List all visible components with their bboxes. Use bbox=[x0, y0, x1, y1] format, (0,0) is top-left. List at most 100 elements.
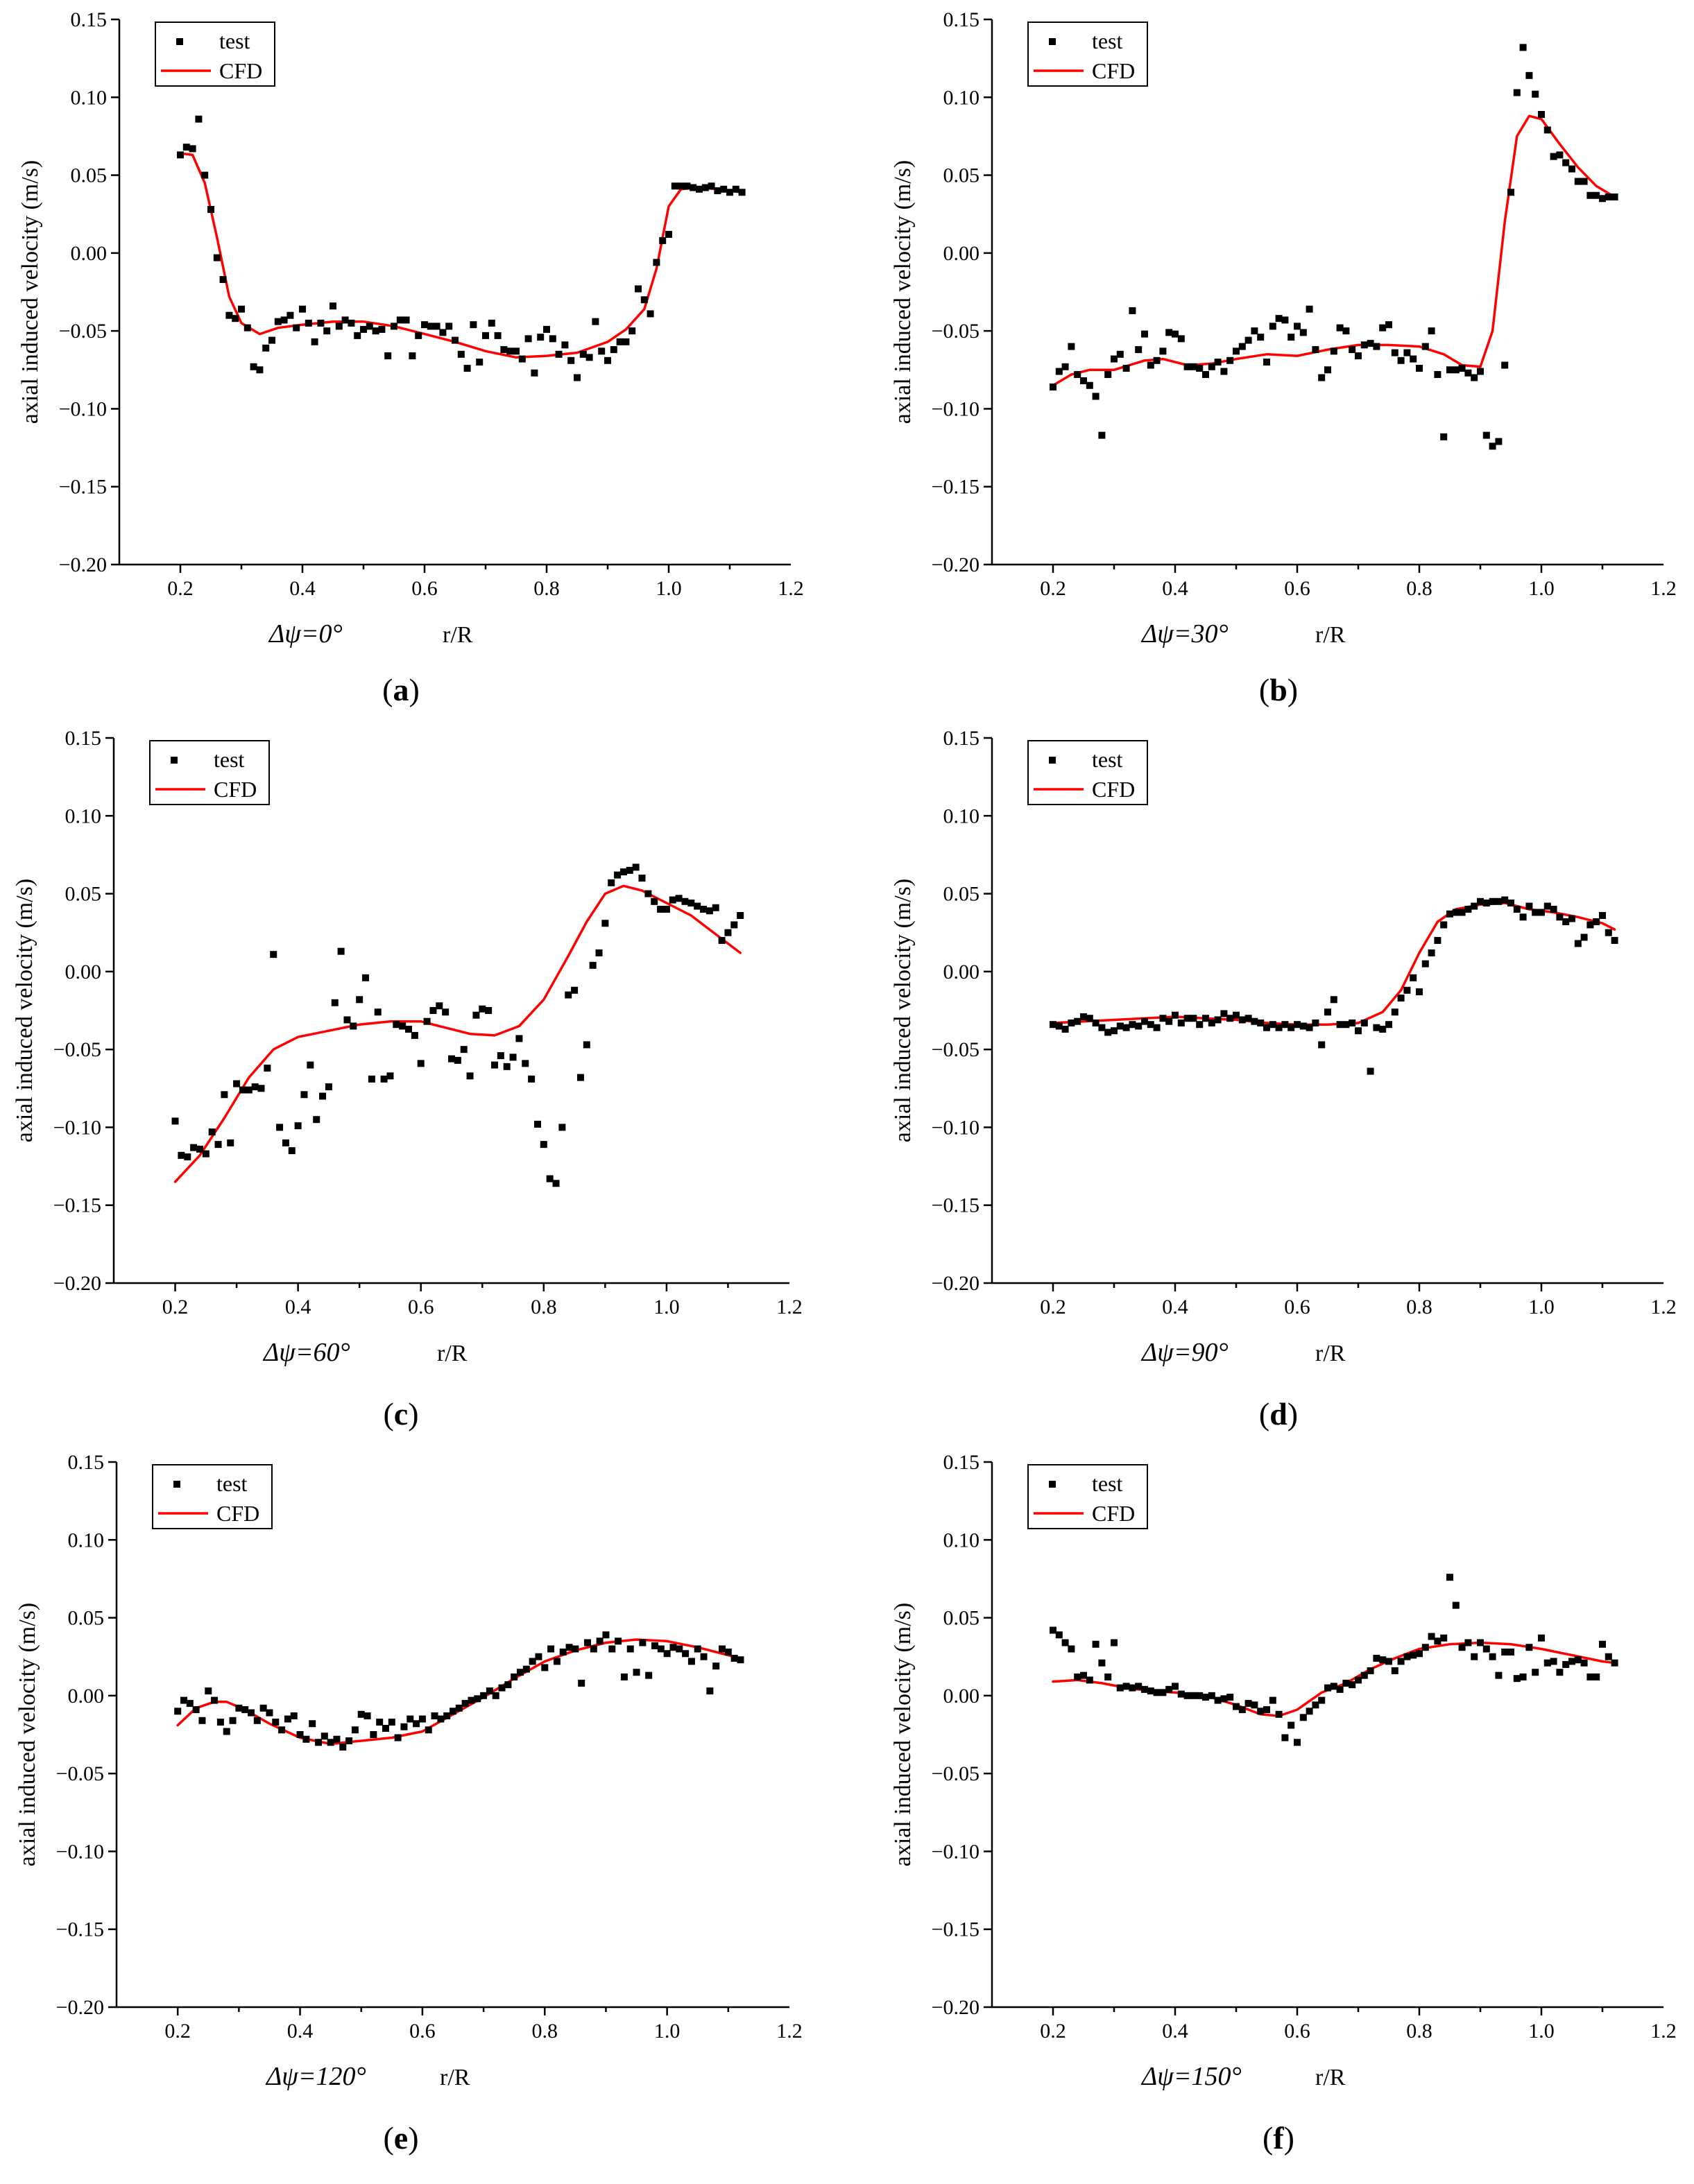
test-point bbox=[1214, 1696, 1222, 1704]
test-point bbox=[1410, 974, 1417, 981]
test-point bbox=[553, 1658, 561, 1665]
test-point bbox=[1373, 343, 1380, 350]
panel-label: (f) bbox=[1263, 2120, 1294, 2156]
test-point bbox=[1098, 1024, 1106, 1031]
test-point bbox=[1586, 1673, 1594, 1680]
test-point bbox=[738, 189, 746, 196]
test-point bbox=[555, 350, 563, 358]
x-tick-label: 0.2 bbox=[1040, 2020, 1066, 2043]
x-tick-label: 1.2 bbox=[1650, 2020, 1677, 2043]
legend-test-label: test bbox=[1092, 747, 1123, 772]
test-point bbox=[533, 1120, 541, 1128]
test-point bbox=[726, 189, 733, 196]
test-point bbox=[1440, 433, 1448, 440]
delta-psi-label: Δψ=0° bbox=[268, 619, 343, 648]
test-point bbox=[1177, 1019, 1185, 1026]
test-point bbox=[1263, 1706, 1270, 1714]
test-point bbox=[1410, 1651, 1417, 1659]
panel-label-close: ) bbox=[1287, 672, 1298, 707]
test-point bbox=[436, 1002, 443, 1010]
cfd-line bbox=[179, 152, 744, 359]
y-tick-label: −0.10 bbox=[932, 1116, 979, 1139]
test-point bbox=[1550, 906, 1557, 913]
test-point bbox=[1599, 912, 1606, 920]
test-point bbox=[1416, 988, 1423, 996]
x-tick-label: 0.8 bbox=[531, 1296, 557, 1318]
test-point bbox=[1532, 90, 1539, 98]
test-point bbox=[288, 1147, 296, 1155]
test-point bbox=[1233, 1703, 1240, 1710]
panel-label: (b) bbox=[1259, 672, 1298, 707]
test-point bbox=[576, 1074, 584, 1081]
test-point bbox=[366, 323, 373, 330]
test-point bbox=[431, 1712, 438, 1720]
test-point bbox=[619, 868, 627, 876]
test-point bbox=[202, 1150, 209, 1158]
test-point bbox=[1385, 321, 1392, 329]
test-point bbox=[1336, 1685, 1344, 1693]
test-point bbox=[712, 904, 719, 911]
test-point bbox=[1141, 1017, 1148, 1025]
test-point bbox=[1568, 1658, 1575, 1665]
test-point bbox=[503, 1063, 511, 1070]
legend-test-label: test bbox=[216, 1471, 248, 1496]
test-point bbox=[737, 1656, 744, 1664]
test-point bbox=[225, 311, 233, 319]
test-point bbox=[1220, 1010, 1228, 1017]
test-point bbox=[509, 1054, 517, 1061]
test-point bbox=[293, 324, 300, 332]
test-point bbox=[511, 1673, 518, 1680]
test-point bbox=[1202, 371, 1209, 379]
test-point bbox=[1410, 355, 1417, 363]
legend-test-label: test bbox=[1092, 1471, 1123, 1496]
test-point bbox=[1214, 359, 1222, 366]
test-point bbox=[1379, 1025, 1387, 1033]
test-point bbox=[1416, 1650, 1423, 1658]
legend-test-marker bbox=[1049, 1481, 1056, 1488]
test-point bbox=[1599, 195, 1606, 203]
test-point bbox=[1141, 1685, 1148, 1693]
test-point bbox=[1098, 1659, 1106, 1667]
test-point bbox=[1446, 366, 1453, 374]
test-point bbox=[417, 1060, 425, 1067]
test-point bbox=[657, 906, 665, 913]
test-point bbox=[681, 897, 689, 905]
test-point bbox=[1471, 902, 1478, 910]
test-point bbox=[1263, 1024, 1270, 1031]
test-point bbox=[380, 1075, 388, 1083]
test-point bbox=[1092, 1640, 1100, 1648]
test-point bbox=[1373, 1024, 1380, 1031]
test-point bbox=[1556, 1669, 1564, 1676]
test-point bbox=[1452, 909, 1460, 916]
test-point bbox=[1403, 986, 1411, 994]
test-point bbox=[1135, 346, 1143, 354]
x-axis-label: r/R bbox=[1315, 622, 1346, 648]
x-tick-label: 0.4 bbox=[285, 1296, 311, 1318]
test-point bbox=[677, 182, 685, 190]
test-point bbox=[1238, 1016, 1246, 1024]
legend-cfd-label: CFD bbox=[1092, 777, 1135, 802]
test-point bbox=[1580, 1659, 1588, 1667]
test-point bbox=[405, 1025, 413, 1033]
test-point bbox=[543, 325, 550, 333]
test-point bbox=[368, 1075, 375, 1083]
test-point bbox=[632, 863, 640, 871]
test-point bbox=[1330, 996, 1337, 1004]
test-point bbox=[351, 1726, 359, 1734]
test-point bbox=[1532, 1669, 1539, 1676]
test-point bbox=[1355, 1676, 1362, 1684]
test-point bbox=[1299, 329, 1307, 336]
test-point bbox=[1464, 369, 1472, 377]
test-point bbox=[492, 1692, 499, 1699]
test-point bbox=[1122, 1683, 1130, 1690]
test-point bbox=[1513, 906, 1521, 913]
y-tick-label: 0.00 bbox=[943, 1685, 980, 1708]
test-point bbox=[547, 1645, 555, 1653]
test-point bbox=[1574, 1656, 1582, 1664]
test-point bbox=[714, 187, 721, 195]
test-point bbox=[243, 324, 251, 332]
test-point bbox=[500, 346, 508, 354]
test-point bbox=[479, 1005, 486, 1013]
test-point bbox=[676, 1645, 683, 1653]
y-tick-label: −0.10 bbox=[56, 1840, 104, 1863]
